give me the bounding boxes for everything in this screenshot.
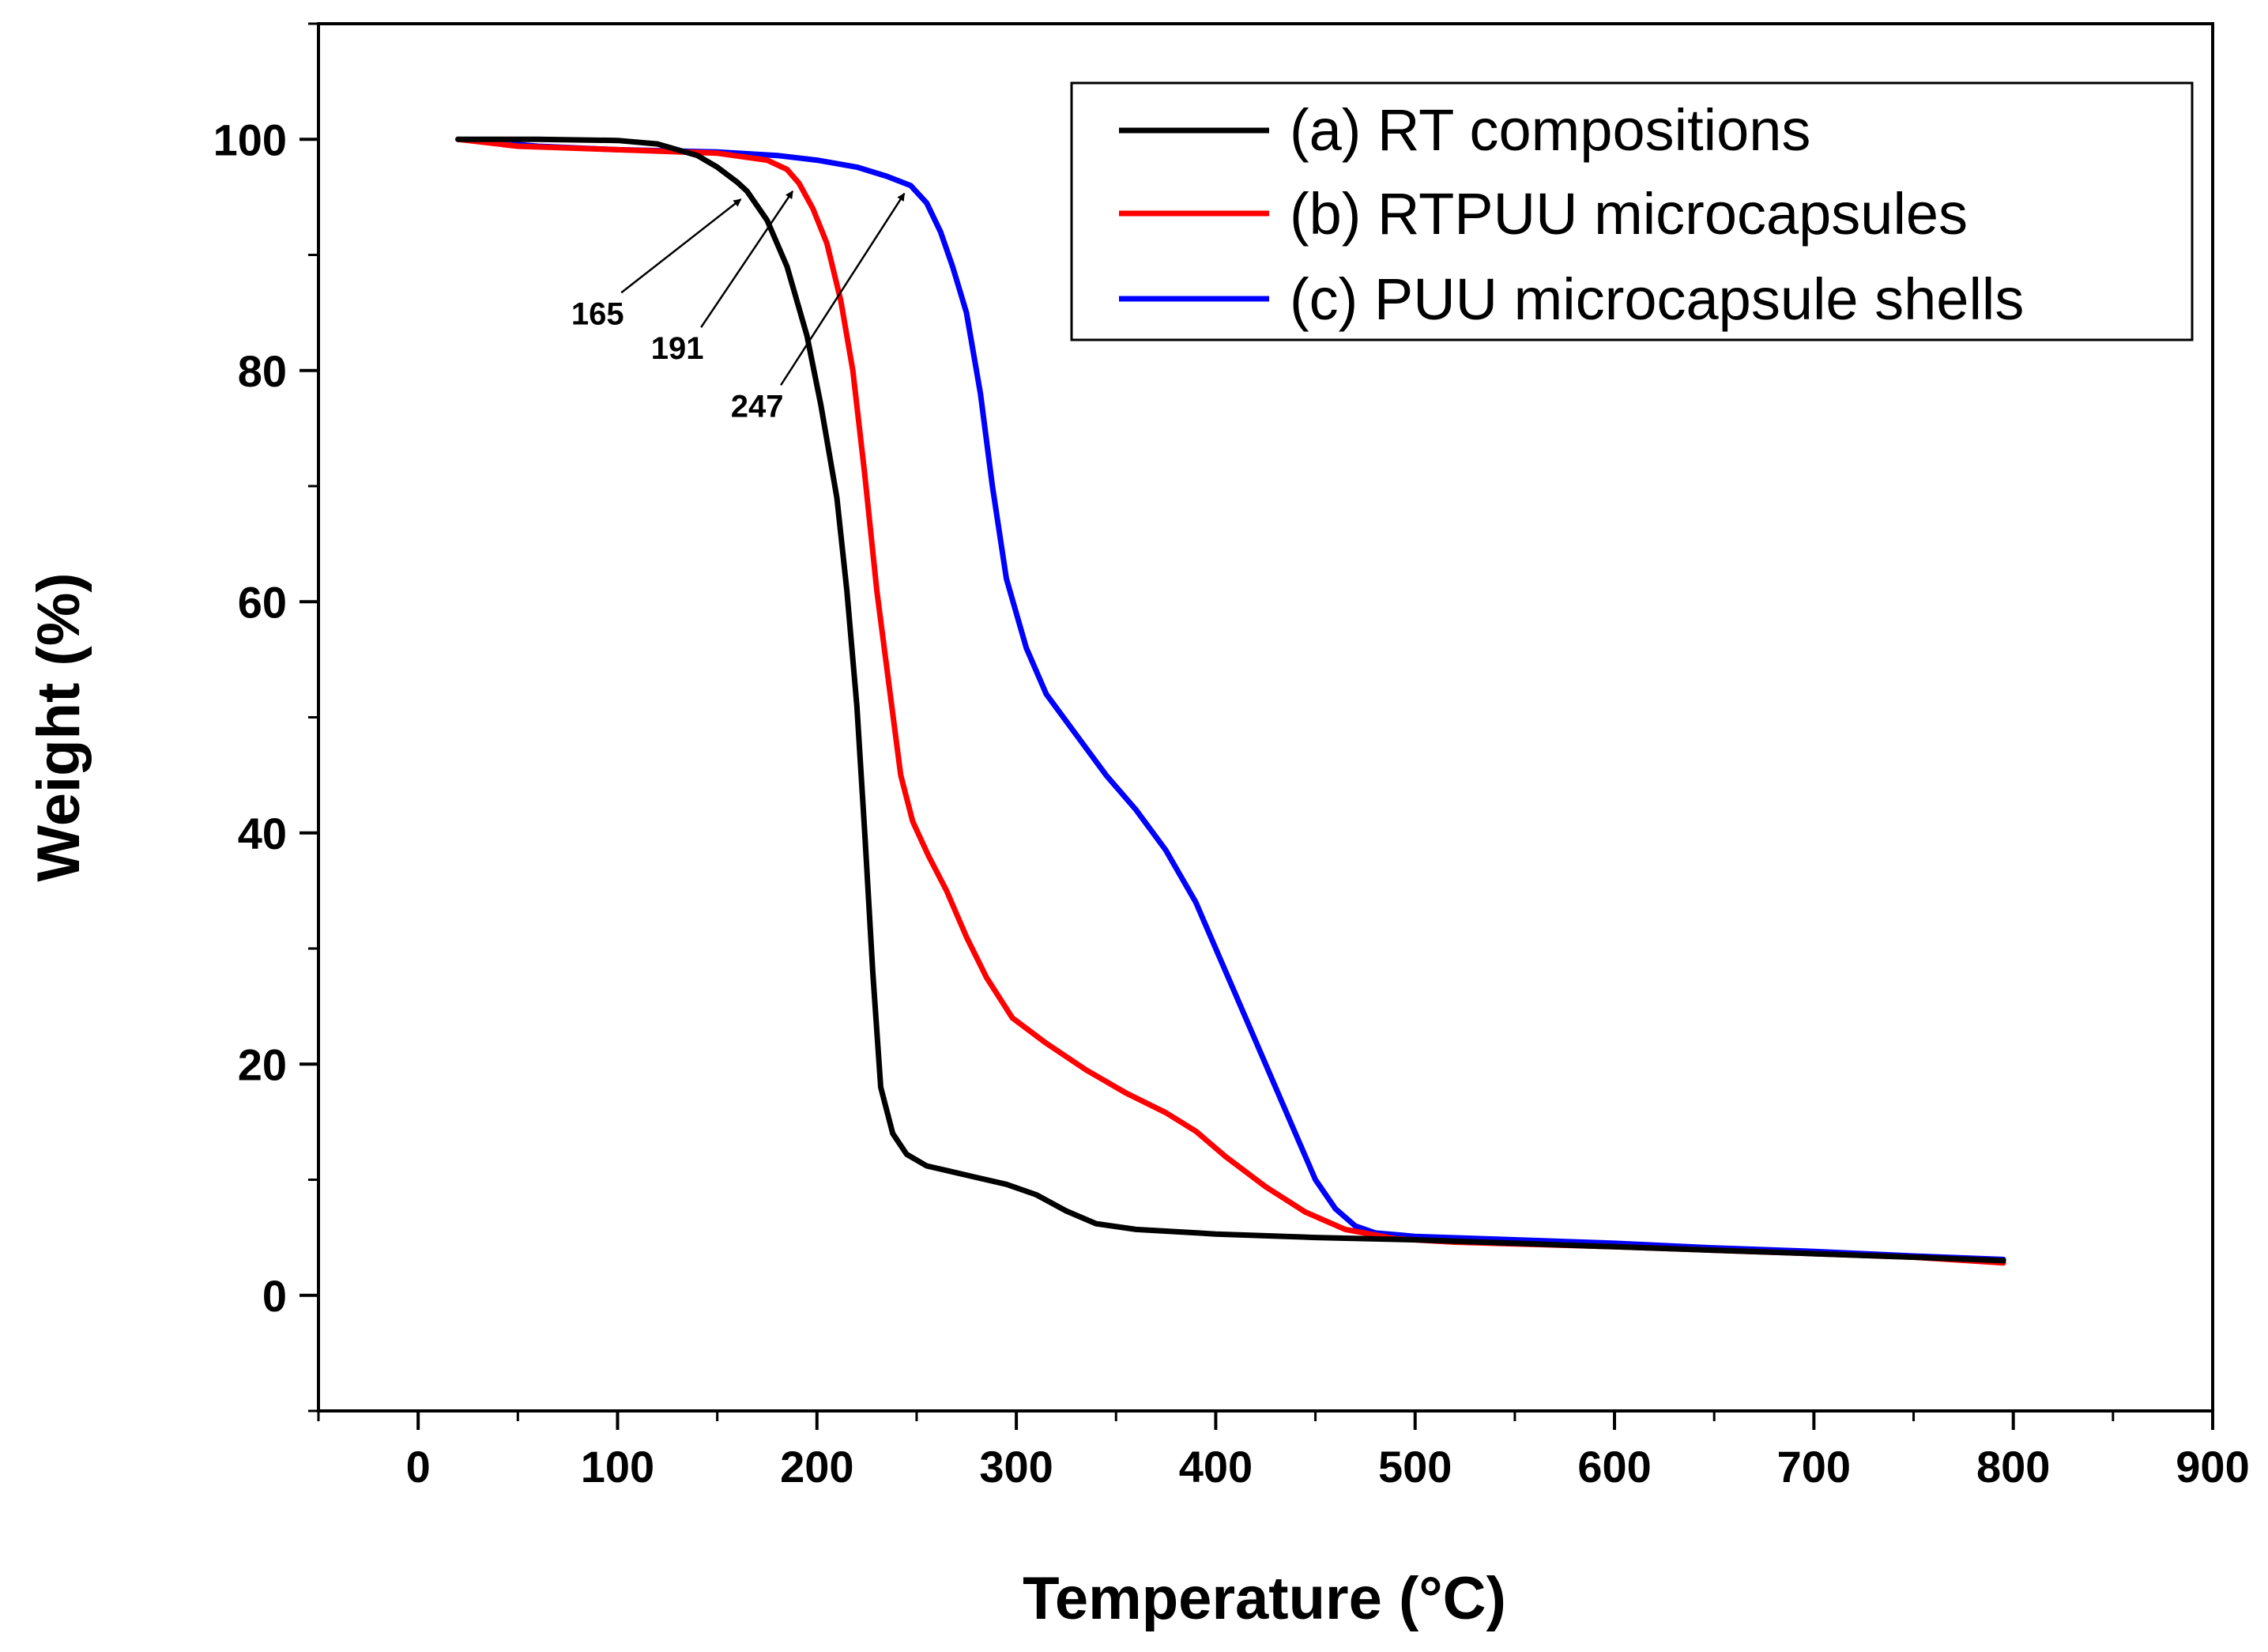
y-tick-label: 60 — [238, 577, 287, 627]
series-line-2 — [455, 136, 2006, 1262]
x-tick-label: 100 — [581, 1442, 654, 1492]
x-tick-label: 200 — [780, 1442, 853, 1492]
legend-label-c: (c) PUU microcapsule shells — [1290, 266, 2024, 332]
axis-ticks — [300, 22, 2214, 1430]
x-tick-label: 700 — [1777, 1442, 1851, 1492]
y-tick-label: 0 — [262, 1271, 287, 1321]
tick-labels: 0 100 200 300 400 500 600 700 800 900 0 20 40 60 80 100 — [213, 115, 2250, 1492]
y-tick-label: 80 — [238, 346, 287, 396]
legend-label-b: (b) RTPUU microcapsules — [1290, 181, 1968, 247]
annotation-label-191: 191 — [651, 331, 704, 366]
annotation-label-165: 165 — [571, 296, 624, 331]
y-tick-label: 20 — [238, 1039, 287, 1089]
x-tick-label: 600 — [1577, 1442, 1651, 1492]
x-tick-label: 900 — [2176, 1442, 2249, 1492]
x-tick-label: 500 — [1378, 1442, 1452, 1492]
x-tick-label: 300 — [979, 1442, 1053, 1492]
x-tick-label: 400 — [1179, 1442, 1253, 1492]
x-tick-label: 0 — [406, 1442, 431, 1492]
x-axis-title: Temperature (°C) — [1023, 1565, 1506, 1632]
annotation-arrow-247 — [780, 192, 906, 386]
series-line-0 — [455, 136, 2006, 1264]
y-axis-title: Weight (%) — [25, 572, 92, 881]
annotation-arrow-165 — [620, 198, 742, 294]
annotation-layer: 165 191 247 — [571, 190, 906, 424]
x-tick-label: 800 — [1976, 1442, 2050, 1492]
legend: (a) RT compositions (b) RTPUU microcapsu… — [1070, 81, 2194, 341]
y-tick-label: 100 — [213, 115, 287, 164]
annotation-arrow-191 — [700, 190, 794, 328]
series-layer — [455, 136, 2006, 1266]
legend-label-a: (a) RT compositions — [1290, 97, 1810, 163]
y-tick-label: 40 — [238, 809, 287, 858]
annotation-label-247: 247 — [731, 389, 784, 424]
